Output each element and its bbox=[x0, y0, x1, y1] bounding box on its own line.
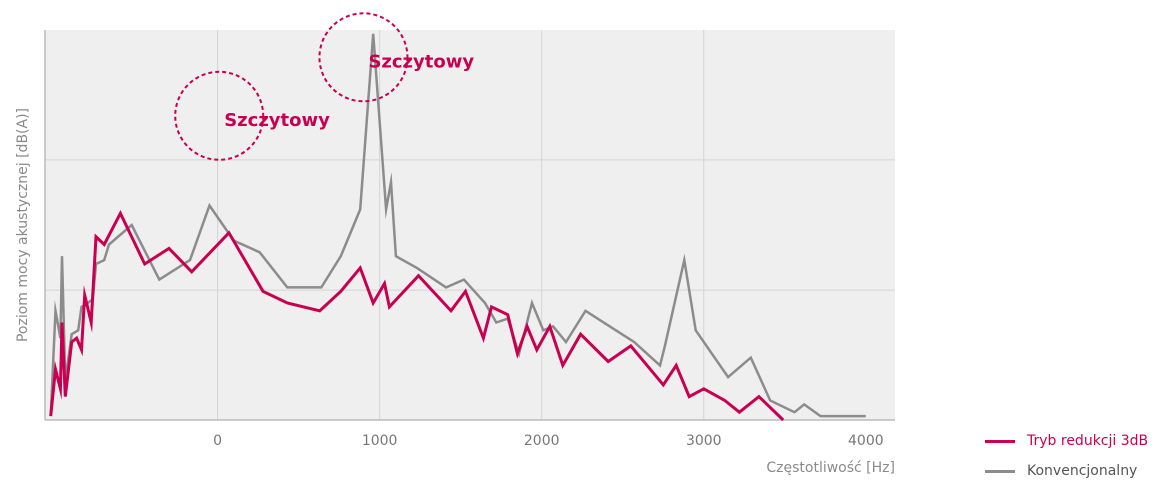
legend-label-reduction: Tryb redukcji 3dB bbox=[1027, 433, 1149, 449]
peak-circle bbox=[318, 12, 409, 103]
legend-swatch-conventional bbox=[985, 469, 1015, 473]
annotations: Szczytowy Szczytowy bbox=[174, 12, 474, 161]
x-tick-label: 0 bbox=[213, 433, 222, 449]
x-tick-label: 1000 bbox=[362, 433, 398, 449]
legend: Tryb redukcji 3dB Konvencjonalny bbox=[985, 430, 1148, 490]
x-axis-title: Częstotliwość [Hz] bbox=[766, 460, 895, 476]
y-axis-title: Poziom mocy akustycznej [dB(A)] bbox=[15, 108, 31, 342]
peak-label: Szczytowy bbox=[368, 51, 474, 72]
legend-item-reduction: Tryb redukcji 3dB bbox=[985, 430, 1148, 452]
x-tick-label: 3000 bbox=[686, 433, 722, 449]
x-tick-label: 4000 bbox=[848, 433, 884, 449]
series-line-reduction bbox=[49, 209, 785, 422]
x-tick-label: 2000 bbox=[524, 433, 560, 449]
legend-swatch-reduction bbox=[985, 439, 1015, 443]
gridlines bbox=[45, 30, 895, 420]
x-tick-labels: 0 1000 2000 3000 4000 bbox=[213, 433, 884, 449]
plot-background bbox=[45, 30, 895, 420]
peak-circle bbox=[174, 70, 265, 161]
peak-label: Szczytowy bbox=[224, 110, 330, 131]
legend-item-conventional: Konvencjonalny bbox=[985, 460, 1148, 482]
legend-label-conventional: Konvencjonalny bbox=[1027, 463, 1138, 479]
series-layer bbox=[49, 33, 866, 422]
